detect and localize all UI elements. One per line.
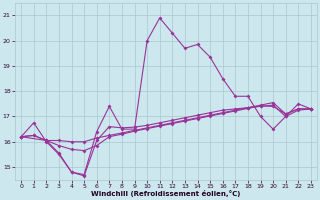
X-axis label: Windchill (Refroidissement éolien,°C): Windchill (Refroidissement éolien,°C): [91, 190, 241, 197]
